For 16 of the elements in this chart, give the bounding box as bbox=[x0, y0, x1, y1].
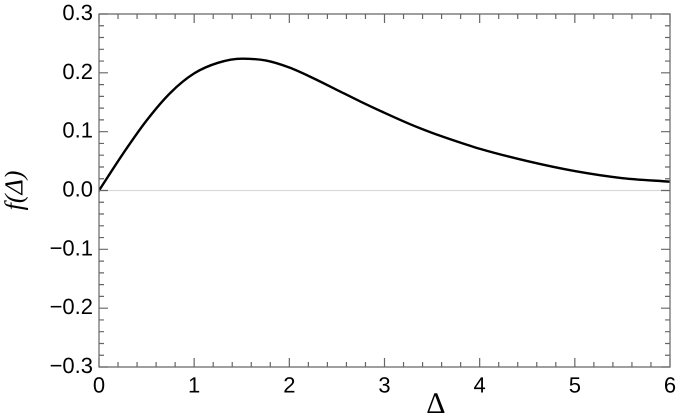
x-tick-label: 6 bbox=[664, 372, 676, 398]
x-tick-label: 3 bbox=[378, 372, 391, 398]
x-tick-label: 0 bbox=[92, 372, 106, 398]
x-tick-label: 4 bbox=[474, 372, 486, 398]
x-tick-label: 1 bbox=[188, 372, 200, 398]
y-tick-label: −0.2 bbox=[50, 294, 93, 320]
y-tick-label: −0.3 bbox=[50, 353, 93, 378]
y-tick-label: 0.1 bbox=[62, 118, 93, 143]
x-tick-label: 2 bbox=[283, 372, 296, 398]
y-tick-label: 0.0 bbox=[62, 176, 93, 202]
x-tick-label: 5 bbox=[568, 372, 581, 398]
y-axis-title: f(Δ) bbox=[0, 170, 28, 210]
y-tick-label: −0.1 bbox=[50, 235, 93, 260]
y-tick-label: 0.2 bbox=[62, 58, 93, 84]
y-tick-label: 0.3 bbox=[62, 0, 93, 26]
x-axis-title: Δ bbox=[426, 386, 446, 420]
